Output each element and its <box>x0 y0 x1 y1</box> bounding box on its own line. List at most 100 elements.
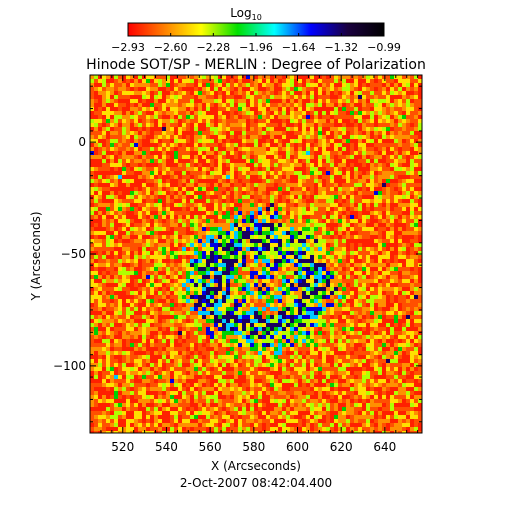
heatmap-cell <box>290 215 294 219</box>
heatmap-cell <box>246 131 250 135</box>
heatmap-cell <box>290 171 294 175</box>
heatmap-cell <box>194 175 198 179</box>
heatmap-cell <box>122 299 126 303</box>
heatmap-cell <box>154 207 158 211</box>
heatmap-cell <box>282 207 286 211</box>
heatmap-cell <box>322 239 326 243</box>
heatmap-cell <box>342 179 346 183</box>
heatmap-cell <box>162 191 166 195</box>
heatmap-cell <box>238 139 242 143</box>
heatmap-cell <box>318 115 322 119</box>
heatmap-cell <box>194 131 198 135</box>
heatmap-cell <box>286 119 290 123</box>
heatmap-cell <box>362 263 366 267</box>
heatmap-cell <box>282 247 286 251</box>
heatmap-cell <box>358 179 362 183</box>
heatmap-cell <box>266 259 270 263</box>
heatmap-cell <box>258 295 262 299</box>
heatmap-cell <box>270 91 274 95</box>
heatmap-cell <box>370 271 374 275</box>
heatmap-cell <box>406 139 410 143</box>
heatmap-cell <box>370 283 374 287</box>
heatmap-cell <box>126 115 130 119</box>
heatmap-cell <box>190 271 194 275</box>
heatmap-cell <box>206 155 210 159</box>
heatmap-cell <box>350 95 354 99</box>
heatmap-cell <box>338 143 342 147</box>
heatmap-cell <box>402 147 406 151</box>
heatmap-cell <box>138 83 142 87</box>
heatmap-cell <box>338 99 342 103</box>
heatmap-cell <box>202 191 206 195</box>
heatmap-cell <box>222 183 226 187</box>
heatmap-cell <box>394 231 398 235</box>
heatmap-cell <box>306 83 310 87</box>
heatmap-cell <box>202 279 206 283</box>
heatmap-cell <box>282 239 286 243</box>
heatmap-cell <box>390 179 394 183</box>
heatmap-cell <box>182 95 186 99</box>
heatmap-cell <box>126 299 130 303</box>
heatmap-cell <box>302 143 306 147</box>
heatmap-cell <box>290 227 294 231</box>
heatmap-cell <box>202 207 206 211</box>
heatmap-cell <box>318 127 322 131</box>
heatmap-cell <box>246 87 250 91</box>
heatmap-cell <box>190 299 194 303</box>
heatmap-cell <box>342 79 346 83</box>
heatmap-cell <box>102 191 106 195</box>
heatmap-cell <box>182 79 186 83</box>
heatmap-cell <box>402 107 406 111</box>
heatmap-cell <box>102 287 106 291</box>
heatmap-cell <box>390 311 394 315</box>
heatmap-cell <box>406 307 410 311</box>
heatmap-cell <box>398 291 402 295</box>
heatmap-cell <box>258 119 262 123</box>
heatmap-cell <box>162 147 166 151</box>
heatmap-cell <box>142 203 146 207</box>
heatmap-cell <box>330 203 334 207</box>
heatmap-cell <box>334 263 338 267</box>
heatmap-cell <box>278 187 282 191</box>
heatmap-cell <box>302 259 306 263</box>
heatmap-cell <box>266 83 270 87</box>
heatmap-cell <box>406 243 410 247</box>
heatmap-cell <box>374 167 378 171</box>
heatmap-cell <box>110 191 114 195</box>
heatmap-cell <box>390 119 394 123</box>
heatmap-cell <box>362 199 366 203</box>
heatmap-cell <box>202 123 206 127</box>
heatmap-cell <box>126 227 130 231</box>
heatmap-cell <box>262 247 266 251</box>
heatmap-cell <box>282 223 286 227</box>
heatmap-cell <box>390 299 394 303</box>
heatmap-cell <box>314 295 318 299</box>
heatmap-cell <box>206 219 210 223</box>
heatmap-cell <box>374 103 378 107</box>
heatmap-cell <box>254 179 258 183</box>
heatmap-cell <box>234 147 238 151</box>
heatmap-cell <box>126 223 130 227</box>
heatmap-cell <box>218 255 222 259</box>
heatmap-cell <box>114 115 118 119</box>
heatmap-cell <box>90 279 94 283</box>
heatmap-cell <box>330 219 334 223</box>
heatmap-cell <box>314 135 318 139</box>
heatmap-cell <box>354 299 358 303</box>
heatmap-cell <box>338 207 342 211</box>
heatmap-cell <box>386 167 390 171</box>
heatmap-cell <box>390 207 394 211</box>
heatmap-cell <box>226 311 230 315</box>
heatmap-cell <box>334 195 338 199</box>
heatmap-cell <box>222 107 226 111</box>
heatmap-cell <box>194 287 198 291</box>
heatmap-cell <box>278 199 282 203</box>
heatmap-cell <box>174 107 178 111</box>
heatmap-cell <box>410 83 414 87</box>
heatmap-cell <box>122 83 126 87</box>
heatmap-cell <box>314 227 318 231</box>
heatmap-cell <box>230 159 234 163</box>
heatmap-cell <box>382 143 386 147</box>
heatmap-cell <box>418 223 422 227</box>
heatmap-cell <box>382 159 386 163</box>
